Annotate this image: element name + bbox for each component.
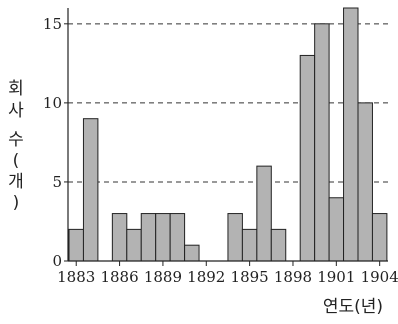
y-tick-labels: 0 5 10 15: [43, 15, 68, 270]
bar: [82, 118, 99, 262]
axes: [67, 8, 388, 262]
x-tick-label: 1886: [100, 268, 138, 286]
bar: [140, 213, 157, 262]
bar: [371, 213, 388, 262]
x-tick-label: 1889: [144, 268, 182, 286]
bar: [299, 54, 316, 262]
y-axis-label-char: ): [13, 193, 20, 213]
bar: [227, 213, 243, 262]
bars-group: [68, 7, 388, 262]
bar: [357, 102, 373, 262]
y-axis-title: 회 사 수 ( 개 ): [8, 79, 24, 213]
y-tick-label: 0: [52, 252, 62, 270]
bar: [314, 23, 330, 262]
bar: [270, 228, 287, 262]
bar: [256, 165, 272, 262]
y-tick-label: 10: [43, 94, 62, 112]
bar: [68, 228, 84, 262]
y-axis-label-char: (: [13, 151, 20, 171]
bar: [241, 228, 258, 262]
bar: [343, 7, 359, 262]
y-axis-label-char: 개: [8, 172, 24, 192]
y-axis-label-char: 사: [8, 101, 24, 121]
x-tick-label: 1883: [57, 268, 95, 286]
bar: [328, 197, 345, 262]
x-tick-label: 1904: [361, 268, 398, 286]
x-axis-title: 연도(년): [323, 297, 383, 317]
bar: [155, 213, 171, 262]
y-tick-label: 5: [52, 173, 62, 191]
y-axis-label-char: 회: [8, 79, 24, 99]
x-tick-label: 1901: [317, 268, 355, 286]
x-tick-label: 1898: [274, 268, 312, 286]
bar: [184, 244, 200, 262]
x-tick-label: 1892: [187, 268, 225, 286]
bar: [111, 213, 128, 262]
bar: [169, 213, 186, 262]
bar: [126, 228, 142, 262]
gridlines: [68, 23, 388, 183]
y-tick-label: 15: [43, 15, 62, 33]
x-tick-labels: 1883 1886 1889 1892 1895 1898 1901 1904: [57, 261, 398, 286]
y-axis-label-char: 수: [8, 130, 24, 150]
x-tick-label: 1895: [231, 268, 269, 286]
